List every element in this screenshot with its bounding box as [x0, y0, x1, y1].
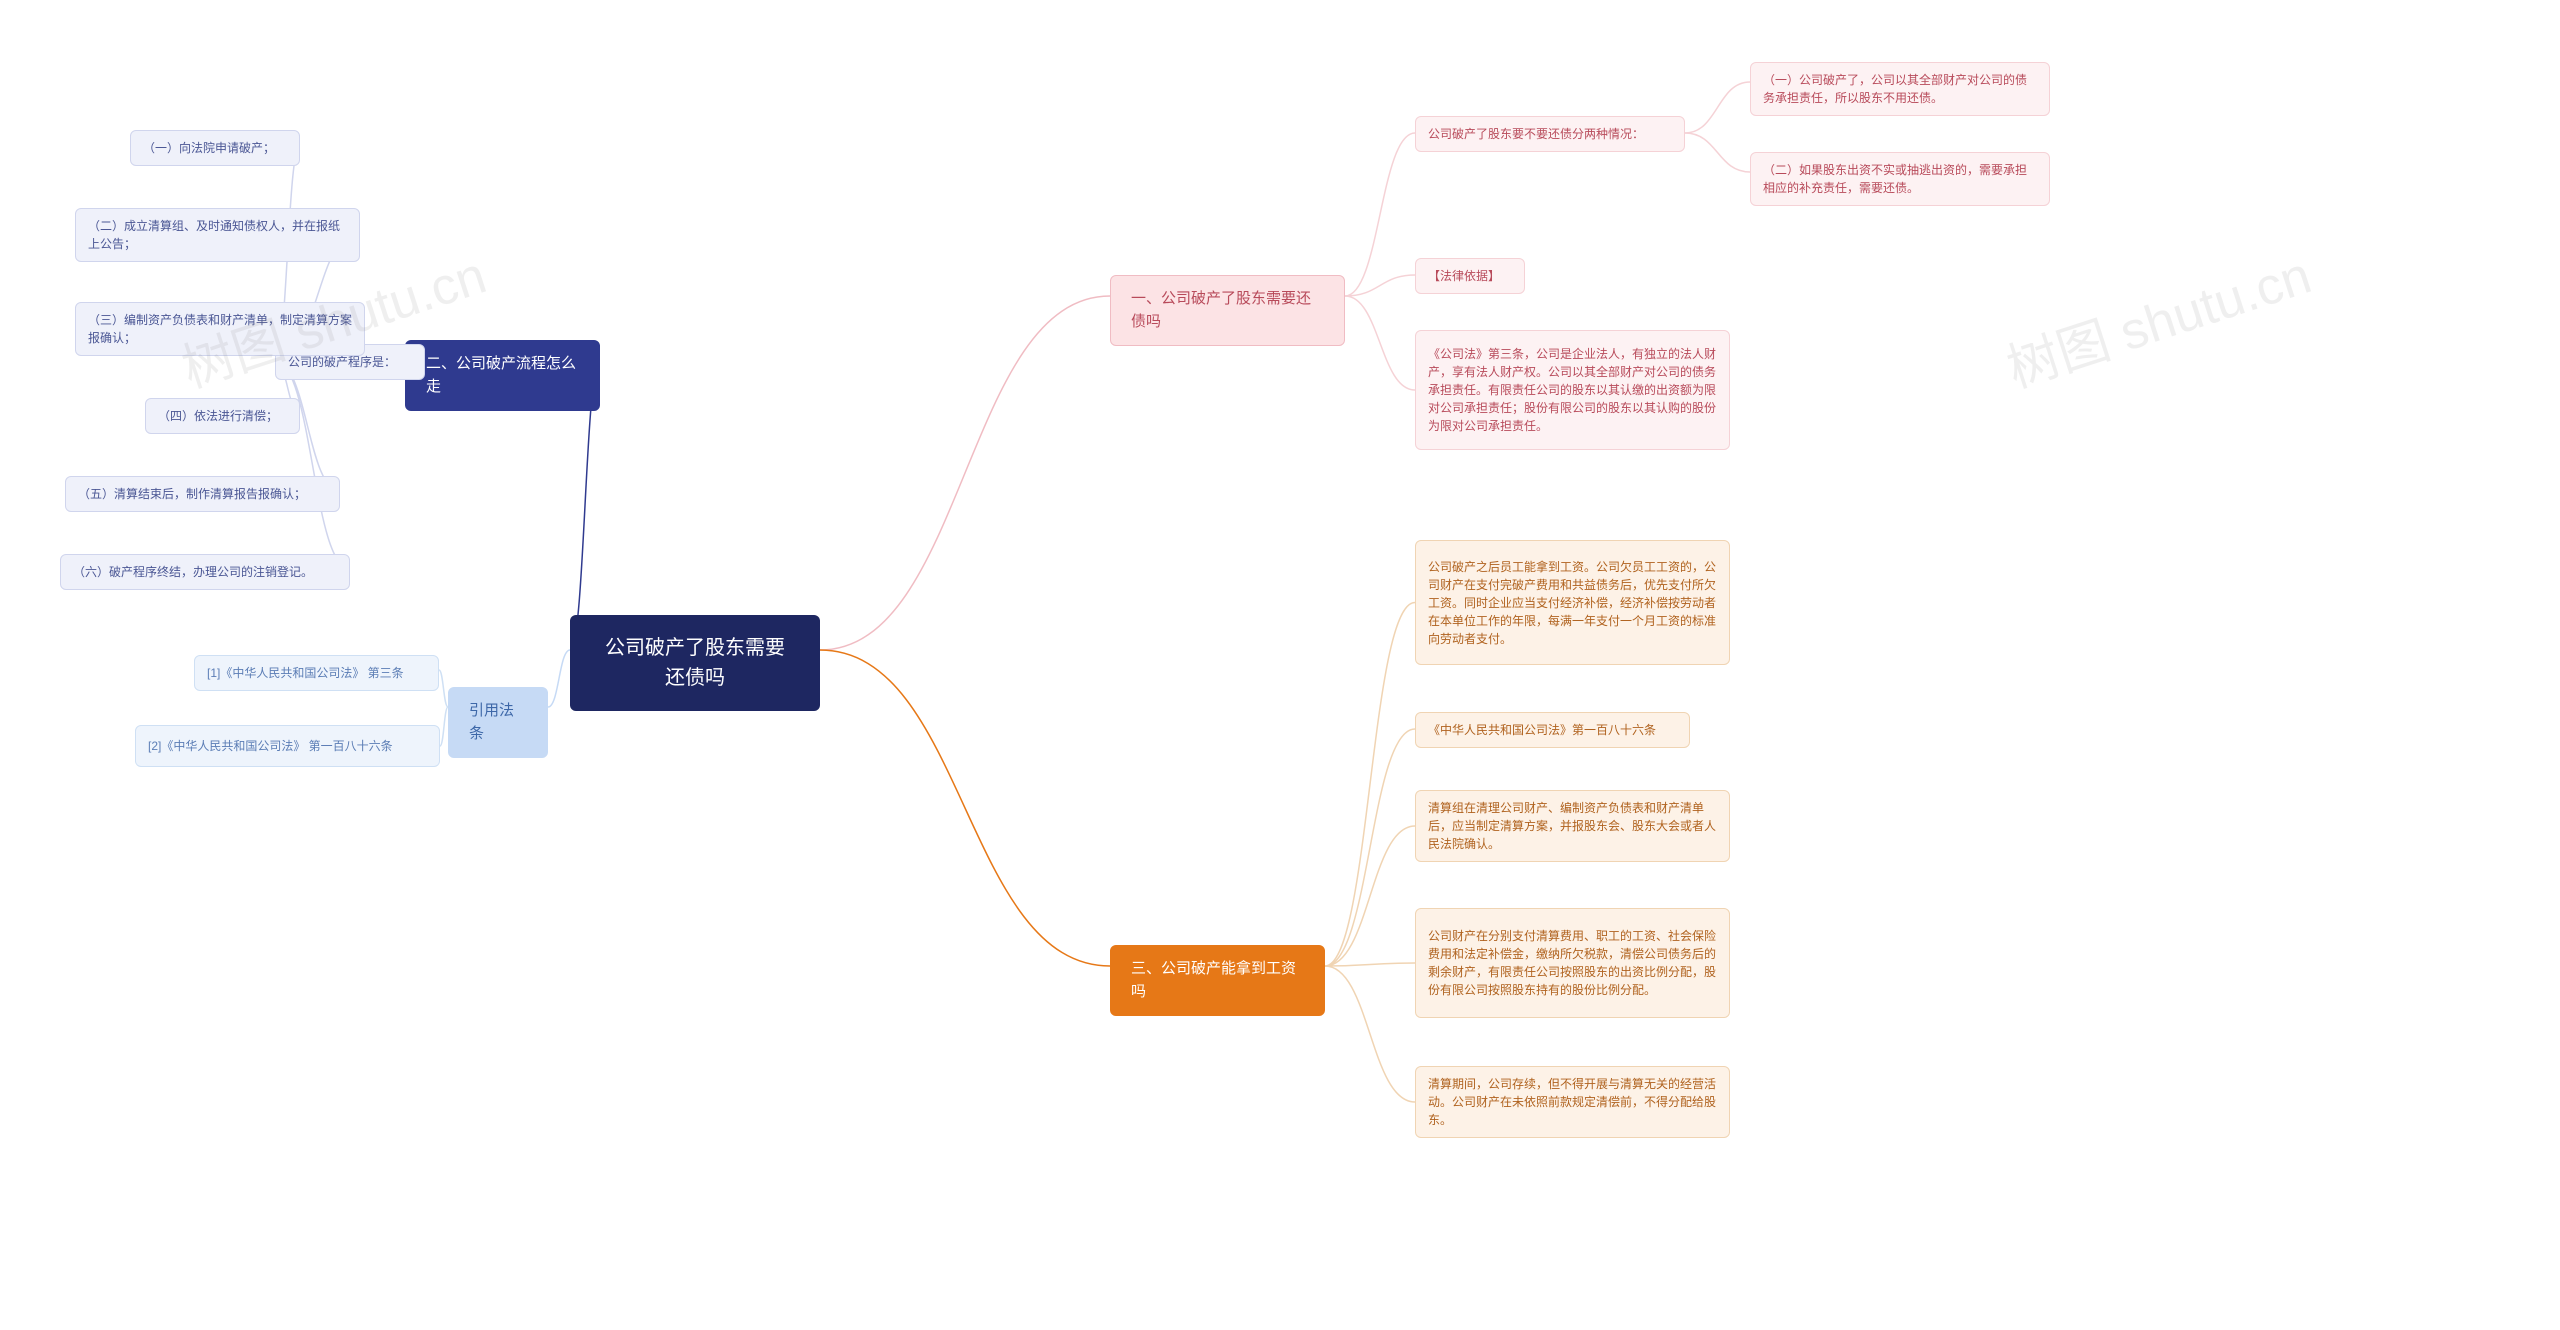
branch-2-label: 三、公司破产能拿到工资吗 [1131, 958, 1304, 1003]
branch-3-child-1: [2]《中华人民共和国公司法》 第一百八十六条 [135, 725, 440, 767]
branch-0-child-1: 【法律依据】 [1415, 258, 1525, 294]
branch-1-label: 二、公司破产流程怎么走 [426, 353, 579, 398]
branch-2-child-0: 公司破产之后员工能拿到工资。公司欠员工工资的，公司财产在支付完破产费用和共益债务… [1415, 540, 1730, 665]
branch-1-child-0-gc-3-label: （四）依法进行清偿； [158, 407, 278, 425]
branch-1-child-0-gc-2-label: （三）编制资产负债表和财产清单，制定清算方案报确认； [88, 311, 352, 347]
branch-2-child-3: 公司财产在分别支付清算费用、职工的工资、社会保险费用和法定补偿金，缴纳所欠税款，… [1415, 908, 1730, 1018]
branch-1-child-0-gc-5: （六）破产程序终结，办理公司的注销登记。 [60, 554, 350, 590]
branch-0-child-0-label: 公司破产了股东要不要还债分两种情况： [1428, 125, 1644, 143]
branch-2-child-4-label: 清算期间，公司存续，但不得开展与清算无关的经营活动。公司财产在未依照前款规定清偿… [1428, 1075, 1717, 1129]
branch-1-child-0-gc-4-label: （五）清算结束后，制作清算报告报确认； [78, 485, 306, 503]
branch-0-child-0-gc-0-label: （一）公司破产了，公司以其全部财产对公司的债务承担责任，所以股东不用还债。 [1763, 71, 2037, 107]
watermark-1: 树图 shutu.cn [1996, 233, 2319, 402]
branch-1-child-0-gc-2: （三）编制资产负债表和财产清单，制定清算方案报确认； [75, 302, 365, 356]
branch-1-child-0-gc-3: （四）依法进行清偿； [145, 398, 300, 434]
branch-2: 三、公司破产能拿到工资吗 [1110, 945, 1325, 1016]
branch-3: 引用法条 [448, 687, 548, 758]
branch-0-label: 一、公司破产了股东需要还债吗 [1131, 288, 1324, 333]
branch-2-child-2: 清算组在清理公司财产、编制资产负债表和财产清单后，应当制定清算方案，并报股东会、… [1415, 790, 1730, 862]
branch-0-child-0-gc-1: （二）如果股东出资不实或抽逃出资的，需要承担相应的补充责任，需要还债。 [1750, 152, 2050, 206]
branch-0-child-1-label: 【法律依据】 [1428, 267, 1500, 285]
branch-2-child-3-label: 公司财产在分别支付清算费用、职工的工资、社会保险费用和法定补偿金，缴纳所欠税款，… [1428, 927, 1717, 999]
branch-0-child-2-label: 《公司法》第三条，公司是企业法人，有独立的法人财产，享有法人财产权。公司以其全部… [1428, 345, 1717, 435]
branch-1-child-0-gc-0-label: （一）向法院申请破产； [143, 139, 275, 157]
branch-1-child-0-gc-1: （二）成立清算组、及时通知债权人，并在报纸上公告； [75, 208, 360, 262]
branch-2-child-1: 《中华人民共和国公司法》第一百八十六条 [1415, 712, 1690, 748]
branch-3-child-0: [1]《中华人民共和国公司法》 第三条 [194, 655, 439, 691]
center-node: 公司破产了股东需要还债吗 [570, 615, 820, 711]
branch-1-child-0-gc-1-label: （二）成立清算组、及时通知债权人，并在报纸上公告； [88, 217, 347, 253]
branch-0-child-0-gc-1-label: （二）如果股东出资不实或抽逃出资的，需要承担相应的补充责任，需要还债。 [1763, 161, 2037, 197]
branch-2-child-0-label: 公司破产之后员工能拿到工资。公司欠员工工资的，公司财产在支付完破产费用和共益债务… [1428, 558, 1717, 648]
branch-0-child-0-gc-0: （一）公司破产了，公司以其全部财产对公司的债务承担责任，所以股东不用还债。 [1750, 62, 2050, 116]
branch-3-child-1-label: [2]《中华人民共和国公司法》 第一百八十六条 [148, 737, 393, 755]
branch-1: 二、公司破产流程怎么走 [405, 340, 600, 411]
branch-2-child-2-label: 清算组在清理公司财产、编制资产负债表和财产清单后，应当制定清算方案，并报股东会、… [1428, 799, 1717, 853]
center-node-label: 公司破产了股东需要还债吗 [598, 633, 792, 693]
branch-0-child-2: 《公司法》第三条，公司是企业法人，有独立的法人财产，享有法人财产权。公司以其全部… [1415, 330, 1730, 450]
branch-1-child-0-gc-4: （五）清算结束后，制作清算报告报确认； [65, 476, 340, 512]
branch-1-child-0-gc-0: （一）向法院申请破产； [130, 130, 300, 166]
branch-0-child-0: 公司破产了股东要不要还债分两种情况： [1415, 116, 1685, 152]
branch-3-label: 引用法条 [469, 700, 527, 745]
branch-1-child-0-gc-5-label: （六）破产程序终结，办理公司的注销登记。 [73, 563, 313, 581]
branch-2-child-4: 清算期间，公司存续，但不得开展与清算无关的经营活动。公司财产在未依照前款规定清偿… [1415, 1066, 1730, 1138]
branch-3-child-0-label: [1]《中华人民共和国公司法》 第三条 [207, 664, 404, 682]
branch-2-child-1-label: 《中华人民共和国公司法》第一百八十六条 [1428, 721, 1656, 739]
branch-0: 一、公司破产了股东需要还债吗 [1110, 275, 1345, 346]
